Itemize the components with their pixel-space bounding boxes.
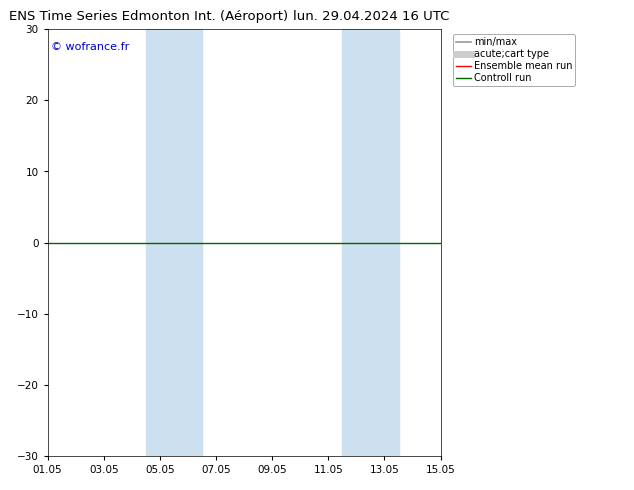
Legend: min/max, acute;cart type, Ensemble mean run, Controll run: min/max, acute;cart type, Ensemble mean …: [453, 34, 575, 86]
Bar: [370, 29, 399, 456]
Bar: [146, 29, 174, 456]
Text: ENS Time Series Edmonton Int. (Aéroport): ENS Time Series Edmonton Int. (Aéroport): [10, 10, 288, 23]
Bar: [174, 29, 202, 456]
Text: lun. 29.04.2024 16 UTC: lun. 29.04.2024 16 UTC: [293, 10, 449, 23]
Bar: [342, 29, 370, 456]
Text: © wofrance.fr: © wofrance.fr: [51, 42, 130, 52]
